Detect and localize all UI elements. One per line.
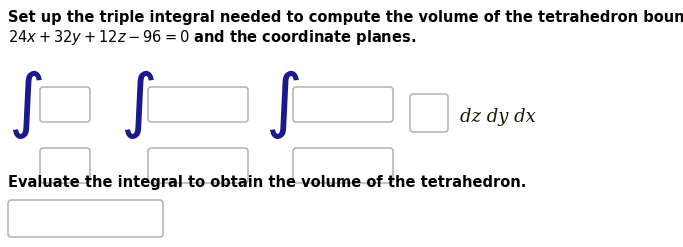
Text: dz dy dx: dz dy dx <box>460 108 535 126</box>
Text: Set up the triple integral needed to compute the volume of the tetrahedron bound: Set up the triple integral needed to com… <box>8 10 683 25</box>
FancyBboxPatch shape <box>8 200 163 237</box>
FancyBboxPatch shape <box>40 87 90 122</box>
Text: Evaluate the integral to obtain the volume of the tetrahedron.: Evaluate the integral to obtain the volu… <box>8 175 527 190</box>
FancyBboxPatch shape <box>293 148 393 183</box>
FancyBboxPatch shape <box>293 87 393 122</box>
Text: $\int$: $\int$ <box>8 67 43 141</box>
Text: $24x + 32y + 12z - 96 = 0$ and the coordinate planes.: $24x + 32y + 12z - 96 = 0$ and the coord… <box>8 28 416 47</box>
FancyBboxPatch shape <box>410 94 448 132</box>
Text: $\int$: $\int$ <box>120 67 155 141</box>
FancyBboxPatch shape <box>40 148 90 183</box>
Text: $\int$: $\int$ <box>265 67 300 141</box>
FancyBboxPatch shape <box>148 148 248 183</box>
FancyBboxPatch shape <box>148 87 248 122</box>
